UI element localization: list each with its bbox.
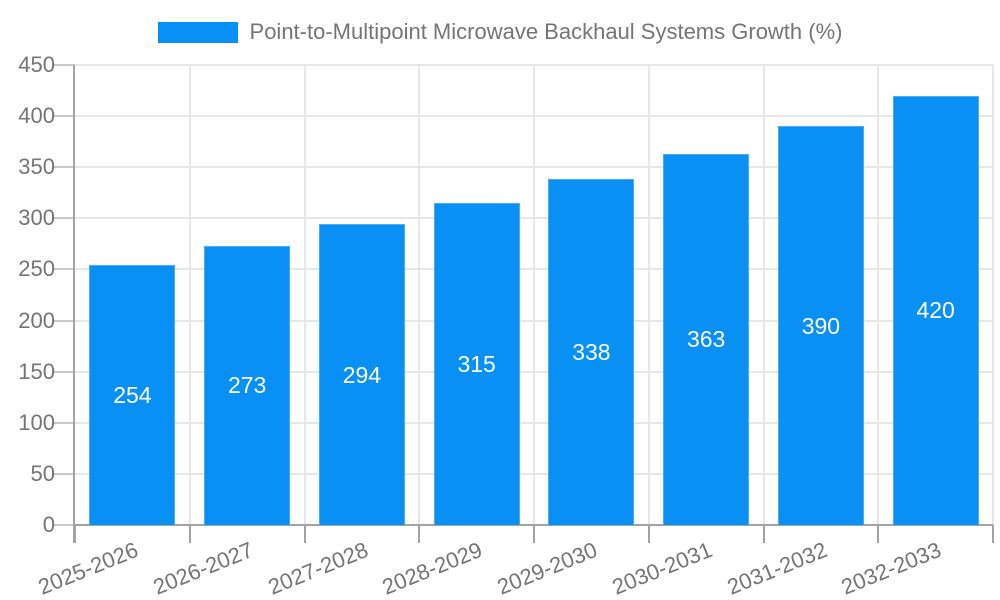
- bar: 315: [433, 203, 520, 525]
- legend-swatch[interactable]: [157, 21, 238, 43]
- legend[interactable]: Point-to-Multipoint Microwave Backhaul S…: [0, 14, 1000, 50]
- bar-value-label: 390: [801, 312, 841, 339]
- bar: 338: [548, 179, 635, 525]
- bar: 294: [318, 224, 405, 525]
- x-axis-tick: [418, 525, 421, 543]
- y-axis-tick: [53, 370, 75, 373]
- bar: 420: [892, 95, 979, 525]
- y-axis-tick-label: 150: [18, 358, 55, 384]
- bar: 273: [204, 245, 291, 525]
- y-axis-tick: [53, 268, 75, 271]
- bar-value-label: 315: [457, 351, 496, 377]
- y-axis-tick: [53, 319, 75, 322]
- x-axis-tick: [877, 525, 880, 543]
- gridline-vertical: [992, 65, 994, 525]
- x-axis-tick: [647, 525, 650, 543]
- y-axis-tick-label: 100: [18, 409, 55, 435]
- y-axis-tick: [53, 166, 75, 169]
- gridline-vertical: [647, 65, 650, 525]
- bar-value-label: 420: [916, 297, 955, 324]
- y-axis-tick-label: 350: [18, 154, 55, 180]
- x-axis-tick-label: 2031-2032: [723, 537, 831, 600]
- y-axis-tick: [53, 64, 75, 66]
- x-axis-tick: [303, 525, 306, 543]
- bar-value-label: 254: [113, 382, 152, 409]
- bar-value-label: 363: [686, 326, 726, 353]
- x-axis-tick-label: 2030-2031: [608, 537, 716, 600]
- y-axis-tick-label: 400: [18, 103, 55, 129]
- y-axis-tick: [53, 421, 75, 424]
- gridline-vertical: [188, 65, 191, 525]
- gridline-vertical: [418, 65, 421, 525]
- y-axis-tick: [53, 115, 75, 118]
- x-axis-tick-label: 2025-2026: [34, 537, 142, 600]
- y-axis-tick-label: 450: [18, 52, 55, 77]
- y-axis-tick-label: 0: [42, 512, 55, 537]
- x-axis-tick-label: 2026-2027: [149, 537, 257, 600]
- bar: 363: [663, 153, 750, 525]
- x-axis-tick: [762, 525, 765, 543]
- bar-value-label: 294: [342, 361, 382, 388]
- x-axis-tick-label: 2027-2028: [264, 537, 372, 600]
- gridline-vertical: [877, 65, 880, 525]
- y-axis-tick-label: 50: [30, 460, 55, 486]
- bar: 390: [777, 126, 864, 525]
- gridline-vertical: [762, 65, 765, 525]
- x-axis-tick: [188, 525, 191, 543]
- y-axis-tick: [53, 524, 75, 526]
- x-axis-tick: [533, 525, 535, 543]
- bar-value-label: 338: [572, 339, 611, 366]
- y-axis-tick: [53, 472, 75, 475]
- gridline-vertical: [303, 65, 306, 525]
- legend-label[interactable]: Point-to-Multipoint Microwave Backhaul S…: [249, 19, 843, 44]
- y-axis-line: [73, 65, 75, 543]
- y-axis-tick-label: 300: [18, 205, 55, 231]
- y-axis-tick-label: 200: [18, 307, 55, 333]
- x-axis-tick-label: 2032-2033: [838, 537, 945, 600]
- gridline-vertical: [533, 65, 535, 525]
- y-axis-tick: [53, 217, 75, 220]
- x-axis-tick-label: 2028-2029: [379, 537, 486, 600]
- bar-value-label: 273: [227, 372, 267, 399]
- bar: 254: [89, 265, 176, 525]
- x-axis-tick: [992, 525, 994, 543]
- x-axis-tick: [74, 525, 76, 543]
- y-axis-tick-label: 250: [18, 256, 55, 282]
- x-axis-tick-label: 2029-2030: [493, 537, 601, 600]
